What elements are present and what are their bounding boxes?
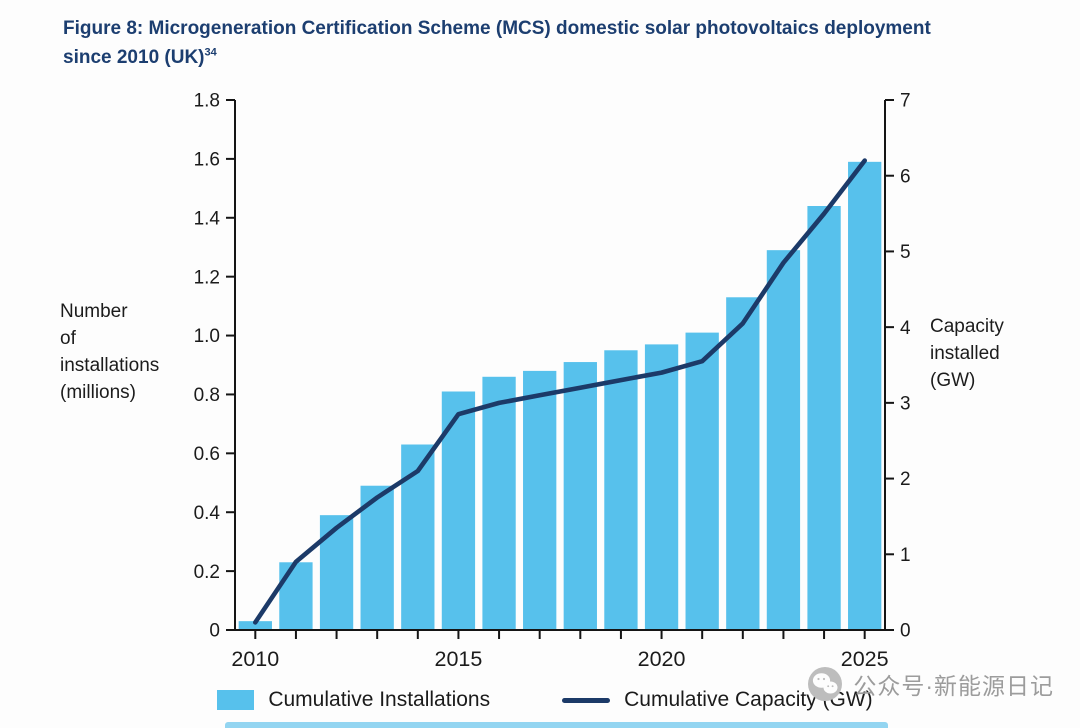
figure-title-line2: since 2010 (UK) bbox=[63, 47, 205, 69]
capacity-line bbox=[253, 158, 868, 625]
capacity-line-swatch-icon bbox=[562, 697, 611, 703]
bar-2016 bbox=[482, 376, 516, 630]
right-tick-label: 7 bbox=[900, 91, 911, 112]
bar-2018 bbox=[563, 362, 597, 630]
right-axis-title-line: Capacity bbox=[930, 316, 1004, 337]
right-axis-title: Capacity installed (GW) bbox=[930, 314, 1004, 395]
left-tick-label: 1.0 bbox=[194, 326, 220, 347]
left-tick-label: 0.4 bbox=[194, 503, 221, 524]
watermark: 公众号·新能源日记 bbox=[807, 666, 1054, 702]
bar-2025 bbox=[848, 161, 882, 630]
figure-title-line1: Figure 8: Microgeneration Certification … bbox=[63, 18, 931, 39]
chart-canvas: 0 0.2 0.4 0.6 0.8 1.0 1.2 1.4 1.6 1.8 0 1 2 3 4 5 6 7 2010… bbox=[194, 91, 911, 671]
bar-2010 bbox=[238, 621, 272, 630]
bar-2022 bbox=[726, 297, 760, 630]
capacity-line-path bbox=[253, 158, 868, 625]
left-tick-label: 0.6 bbox=[194, 444, 220, 465]
legend-item-installations: Cumulative Installations bbox=[217, 688, 490, 712]
left-axis-title-line: Number bbox=[60, 301, 128, 322]
left-axis-title: Number of installations (millions) bbox=[60, 299, 159, 407]
bar-2021 bbox=[685, 332, 719, 630]
left-axis-title-line: (millions) bbox=[60, 381, 136, 403]
bar-2017 bbox=[523, 370, 557, 630]
x-tick-label-2010: 2010 bbox=[231, 647, 279, 671]
bar-2019 bbox=[604, 350, 638, 630]
left-axis-ticks: 0 0.2 0.4 0.6 0.8 1.0 1.2 1.4 1.6 1.8 bbox=[194, 91, 235, 642]
legend-installations-label: Cumulative Installations bbox=[268, 688, 491, 711]
left-tick-label: 0.8 bbox=[194, 385, 220, 406]
x-tick-label-2020: 2020 bbox=[638, 647, 686, 671]
bar-2011 bbox=[279, 562, 313, 630]
watermark-text: 公众号·新能源日记 bbox=[853, 673, 1054, 699]
bar-2014 bbox=[401, 444, 435, 630]
left-tick-label: 1.2 bbox=[194, 267, 220, 288]
installations-bars bbox=[238, 161, 882, 631]
bar-2024 bbox=[807, 206, 841, 630]
right-tick-label: 4 bbox=[900, 318, 911, 339]
x-axis-ticks: 2010 2015 2020 2025 bbox=[231, 630, 889, 671]
right-tick-label: 1 bbox=[900, 545, 911, 566]
left-tick-label: 1.4 bbox=[194, 208, 221, 229]
bar-2013 bbox=[360, 485, 394, 630]
footnote-ref: 34 bbox=[204, 47, 217, 60]
left-axis-title-line: installations bbox=[60, 354, 160, 376]
left-tick-label: 1.6 bbox=[194, 150, 220, 171]
chart-legend: Cumulative Installations Cumulative Capa… bbox=[165, 688, 925, 712]
left-tick-label: 0.2 bbox=[194, 562, 220, 583]
left-tick-label: 0 bbox=[209, 621, 220, 642]
legend-item-capacity: Cumulative Capacity (GW) bbox=[562, 688, 873, 712]
bar-2012 bbox=[319, 515, 354, 630]
right-tick-label: 0 bbox=[900, 621, 911, 642]
bar-2020 bbox=[644, 344, 679, 630]
right-axis-title-line: (GW) bbox=[930, 369, 976, 391]
bar-2023 bbox=[766, 250, 801, 631]
installations-swatch-icon bbox=[217, 690, 255, 710]
right-tick-label: 5 bbox=[900, 242, 911, 263]
right-tick-label: 6 bbox=[900, 166, 911, 187]
left-tick-label: 1.8 bbox=[194, 91, 220, 112]
right-tick-label: 2 bbox=[900, 469, 911, 490]
right-axis-ticks: 0 1 2 3 4 5 6 7 bbox=[885, 91, 911, 642]
wechat-icon bbox=[808, 667, 843, 701]
right-tick-label: 3 bbox=[900, 394, 911, 415]
figure-title: Figure 8: Microgeneration Certification … bbox=[63, 14, 1043, 73]
bottom-blue-strip bbox=[225, 722, 888, 728]
x-tick-label-2025: 2025 bbox=[841, 647, 889, 671]
right-axis-title-line: installed bbox=[930, 342, 1000, 364]
legend-capacity-label: Cumulative Capacity (GW) bbox=[624, 688, 873, 711]
axes bbox=[234, 100, 886, 631]
x-tick-label-2015: 2015 bbox=[435, 647, 483, 671]
left-axis-title-line: of bbox=[60, 327, 76, 349]
